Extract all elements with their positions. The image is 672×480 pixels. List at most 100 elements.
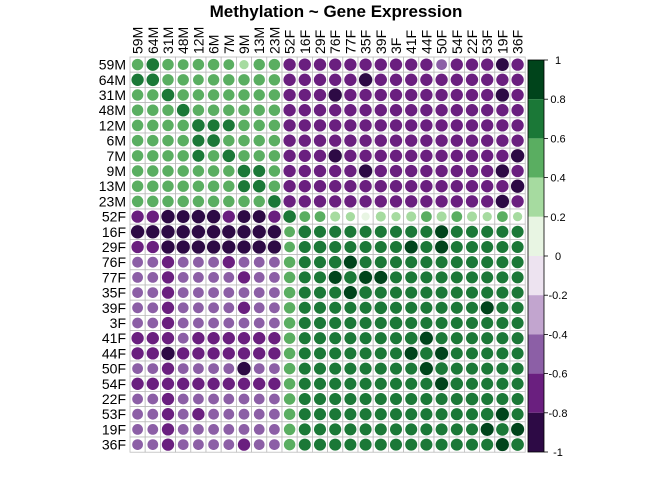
cell-16F-31M: [161, 225, 175, 239]
cell-3F-39F: [374, 316, 387, 330]
cell-76F-41F: [405, 256, 418, 269]
cell-23M-12M: [192, 195, 205, 208]
cell-36F-16F: [298, 438, 311, 451]
cell-59M-7M: [223, 59, 235, 70]
cell-6M-52F: [283, 134, 296, 147]
cell-19F-36F: [511, 422, 525, 436]
cell-13M-31M: [162, 180, 174, 192]
cell-50F-76F: [329, 362, 342, 375]
cell-6M-3F: [389, 134, 403, 147]
cell-31M-23M: [268, 89, 281, 101]
cell-12M-36F: [511, 119, 524, 132]
cell-29F-16F: [298, 240, 311, 254]
cell-12M-6M: [207, 119, 220, 132]
cell-48M-44F: [420, 104, 433, 117]
cell-9M-64M: [147, 165, 159, 177]
cell-64M-77F: [344, 73, 357, 86]
cell-36F-19F: [495, 438, 509, 452]
cell-44F-53F: [481, 347, 494, 360]
cell-48M-59M: [131, 104, 144, 116]
row-label: 9M: [107, 163, 126, 179]
cell-59M-64M: [146, 58, 160, 71]
legend-swatch: [528, 373, 544, 413]
cell-22F-35F: [359, 392, 372, 406]
cell-48M-41F: [405, 104, 418, 117]
cell-13M-7M: [223, 180, 235, 192]
cell-16F-53F: [481, 225, 494, 238]
cell-16F-41F: [405, 225, 418, 238]
column-label: 35F: [358, 30, 374, 54]
cell-53F-64M: [147, 408, 159, 420]
cell-9M-48M: [177, 165, 189, 177]
cell-77F-31M: [161, 271, 175, 284]
cell-36F-41F: [405, 438, 418, 451]
column-label: 12M: [190, 27, 206, 54]
cell-41F-35F: [359, 332, 372, 345]
column-label: 3F: [388, 38, 404, 54]
cell-13M-13M: [252, 179, 266, 193]
cell-22F-3F: [389, 392, 403, 406]
cell-64M-44F: [420, 73, 433, 86]
cell-36F-9M: [237, 438, 251, 451]
cell-35F-13M: [253, 287, 265, 298]
cell-59M-3F: [389, 58, 403, 71]
cell-6M-76F: [329, 134, 342, 147]
cell-48M-19F: [496, 104, 509, 117]
cell-52F-39F: [375, 211, 386, 222]
cell-29F-59M: [131, 240, 144, 254]
cell-54F-44F: [420, 377, 433, 390]
cell-44F-50F: [435, 346, 449, 360]
cell-9M-31M: [162, 165, 174, 177]
legend-swatch: [528, 412, 544, 452]
cell-77F-12M: [193, 272, 204, 283]
cell-31M-35F: [359, 88, 372, 102]
cell-36F-50F: [435, 438, 448, 451]
cell-23M-3F: [389, 195, 403, 208]
cell-13M-48M: [177, 180, 189, 192]
cell-19F-22F: [465, 423, 479, 436]
cell-36F-35F: [359, 438, 372, 451]
cell-35F-9M: [238, 287, 250, 298]
cell-12M-3F: [389, 119, 403, 132]
cell-59M-48M: [177, 59, 189, 70]
cell-41F-19F: [496, 332, 509, 345]
cell-77F-76F: [328, 270, 342, 284]
cell-6M-36F: [511, 134, 524, 147]
cell-41F-52F: [283, 332, 296, 344]
cell-76F-54F: [450, 256, 463, 269]
cell-23M-9M: [238, 195, 250, 208]
cell-23M-44F: [420, 195, 433, 208]
cell-52F-59M: [131, 210, 144, 223]
column-label: 9M: [236, 35, 252, 54]
cell-76F-31M: [161, 256, 175, 269]
cell-41F-50F: [435, 332, 448, 345]
cell-19F-52F: [283, 423, 296, 436]
cell-50F-23M: [269, 363, 280, 374]
cell-7M-22F: [465, 149, 479, 162]
cell-6M-54F: [450, 134, 463, 147]
cell-76F-22F: [465, 256, 479, 269]
column-label: 50F: [434, 30, 450, 54]
cell-16F-48M: [176, 225, 190, 239]
cell-7M-35F: [359, 149, 372, 162]
cell-3F-41F: [405, 316, 418, 330]
cell-59M-22F: [465, 58, 479, 71]
cell-39F-41F: [405, 301, 418, 314]
cell-41F-22F: [465, 332, 479, 345]
cell-44F-12M: [192, 347, 205, 360]
cell-7M-7M: [222, 149, 236, 163]
row-label: 39F: [102, 300, 126, 316]
row-label: 41F: [102, 330, 126, 346]
cell-41F-41F: [404, 331, 418, 345]
cell-50F-59M: [132, 363, 143, 374]
cell-35F-16F: [298, 286, 311, 299]
cell-31M-59M: [131, 89, 144, 101]
cell-41F-76F: [329, 332, 342, 345]
cell-39F-23M: [269, 302, 280, 314]
cell-29F-48M: [176, 240, 190, 254]
cell-50F-52F: [283, 362, 296, 375]
cell-44F-7M: [222, 347, 235, 360]
legend-swatch: [528, 256, 544, 296]
cell-9M-77F: [344, 164, 357, 178]
